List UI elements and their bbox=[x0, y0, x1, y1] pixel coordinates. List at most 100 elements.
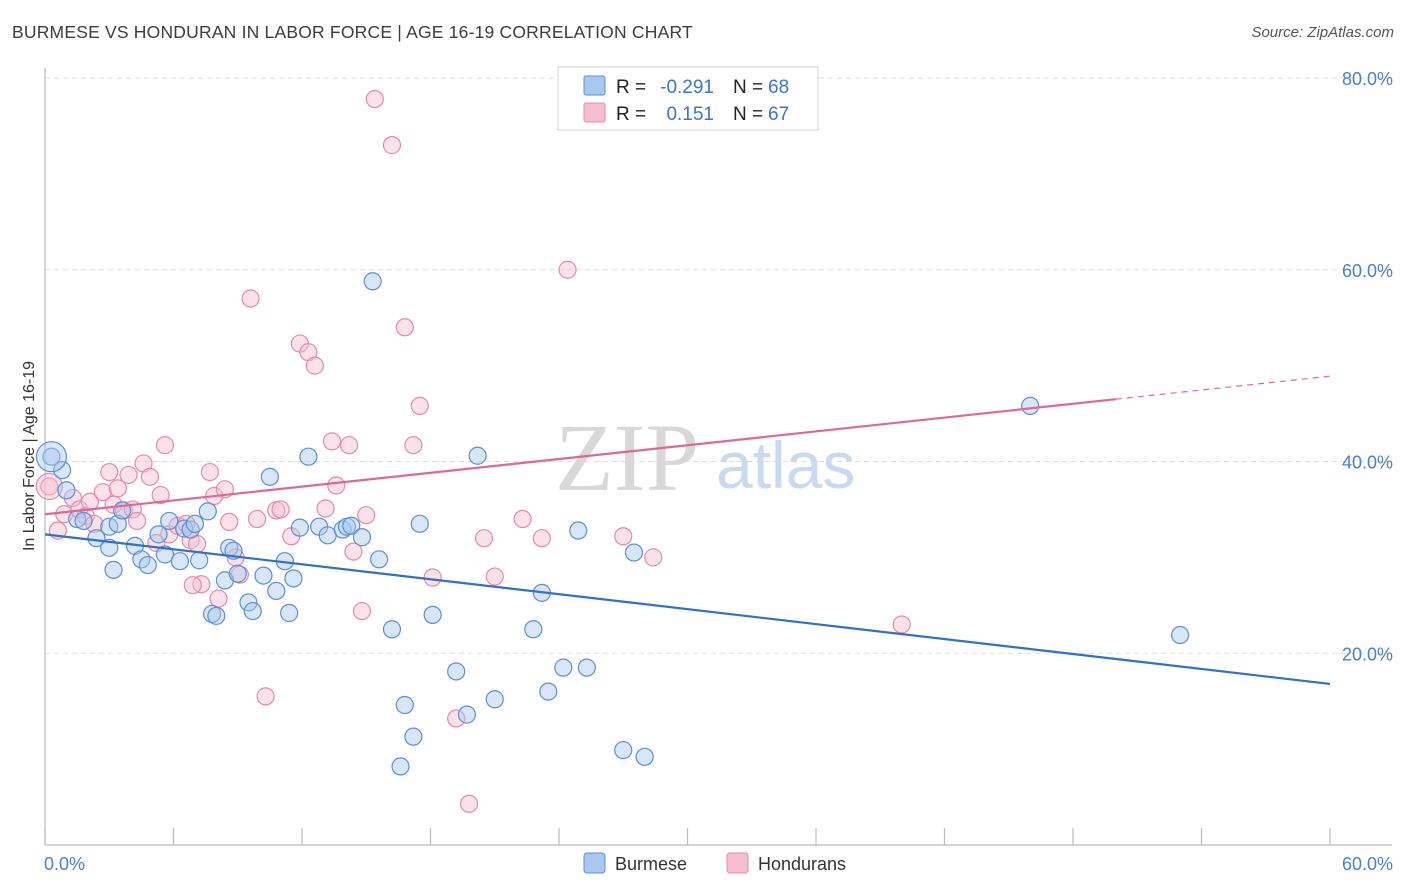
bottom-legend-swatch-hondurans bbox=[726, 852, 749, 874]
legend-r-label-1: R = bbox=[616, 77, 646, 98]
honduran-point bbox=[247, 509, 267, 529]
source-label: Source: ZipAtlas.com bbox=[1251, 24, 1394, 41]
honduran-point bbox=[100, 462, 119, 482]
burmese-point bbox=[457, 705, 477, 724]
legend-r-label-2: R = bbox=[616, 104, 646, 125]
honduran-point bbox=[119, 465, 138, 485]
honduran-point bbox=[892, 615, 911, 634]
burmese-point bbox=[87, 529, 106, 548]
honduran-point bbox=[459, 794, 479, 813]
bottom-legend-burmese: Burmese bbox=[615, 854, 687, 874]
x-tick-label-min: 0.0% bbox=[44, 854, 85, 874]
y-tick-label: 20.0% bbox=[1342, 644, 1393, 664]
burmese-point bbox=[74, 511, 93, 531]
legend-n-label-2: N = bbox=[733, 104, 763, 125]
burmese-point bbox=[155, 545, 175, 564]
burmese-point bbox=[175, 519, 194, 538]
burmese-point bbox=[539, 682, 558, 701]
legend-n-label-1: N = bbox=[733, 77, 763, 98]
burmese-point bbox=[299, 447, 318, 466]
burmese-point bbox=[190, 551, 209, 570]
honduran-point bbox=[404, 436, 423, 455]
honduran-point bbox=[127, 511, 147, 531]
honduran-point bbox=[271, 500, 290, 519]
burmese-point bbox=[260, 467, 279, 486]
honduran-point bbox=[241, 289, 260, 308]
hondurans-trend-line bbox=[44, 398, 1116, 516]
honduran-point bbox=[485, 567, 504, 586]
legend-r-value-2: 0.151 bbox=[666, 104, 714, 125]
gridlines bbox=[45, 77, 1392, 654]
burmese-point bbox=[395, 695, 414, 715]
burmese-point bbox=[160, 511, 179, 531]
trend-lines bbox=[44, 375, 1331, 686]
honduran-point bbox=[40, 477, 59, 496]
burmese-point bbox=[423, 605, 442, 625]
honduran-point bbox=[357, 506, 376, 525]
honduran-point bbox=[382, 136, 402, 155]
legend-n-value-2: 67 bbox=[768, 104, 789, 125]
burmese-point bbox=[1021, 396, 1040, 415]
burmese-point bbox=[284, 569, 303, 588]
legend-swatch-hondurans bbox=[583, 102, 606, 123]
burmese-point bbox=[370, 550, 389, 569]
burmese-point bbox=[35, 441, 68, 473]
burmese-point bbox=[410, 514, 429, 533]
chart-title: BURMESE VS HONDURAN IN LABOR FORCE | AGE… bbox=[12, 22, 693, 42]
burmese-point bbox=[577, 658, 596, 677]
burmese-point bbox=[1170, 625, 1190, 645]
honduran-point bbox=[423, 568, 442, 587]
burmese-point bbox=[100, 538, 119, 557]
burmese-point bbox=[290, 518, 309, 537]
burmese-trend-line bbox=[44, 533, 1331, 686]
burmese-point bbox=[447, 662, 466, 681]
burmese-point bbox=[524, 620, 543, 639]
honduran-point bbox=[200, 462, 220, 482]
burmese-point bbox=[239, 593, 258, 612]
burmese-point bbox=[108, 514, 127, 533]
burmese-point bbox=[254, 566, 273, 585]
honduran-point bbox=[327, 476, 346, 495]
honduran-point bbox=[322, 432, 342, 451]
legend-r-value-1: -0.291 bbox=[660, 77, 714, 98]
burmese-point bbox=[363, 272, 382, 291]
burmese-point bbox=[267, 581, 286, 601]
honduran-point bbox=[93, 483, 112, 502]
honduran-point bbox=[209, 589, 228, 608]
honduran-point bbox=[305, 356, 324, 375]
honduran-point bbox=[644, 548, 663, 567]
burmese-point bbox=[57, 481, 76, 500]
honduran-point bbox=[365, 89, 384, 109]
burmese-point bbox=[149, 525, 168, 544]
burmese-point bbox=[624, 543, 644, 562]
burmese-point bbox=[391, 757, 410, 776]
burmese-point bbox=[198, 502, 217, 521]
honduran-point bbox=[183, 576, 202, 595]
honduran-point bbox=[513, 509, 532, 529]
legend-swatch-burmese bbox=[583, 75, 606, 96]
honduran-point bbox=[395, 318, 414, 337]
x-tick-label-max: 60.0% bbox=[1342, 854, 1393, 874]
bottom-legend-swatch-burmese bbox=[583, 852, 606, 874]
correlation-legend: R = -0.291 N = 68 R = 0.151 N = 67 bbox=[557, 66, 819, 131]
honduran-point bbox=[474, 529, 494, 548]
honduran-point bbox=[151, 485, 170, 505]
y-axis-title: In Labor Force | Age 16-19 bbox=[21, 361, 38, 551]
honduran-point bbox=[447, 709, 466, 728]
honduran-point bbox=[340, 436, 359, 455]
bottom-legend-hondurans: Hondurans bbox=[758, 854, 846, 874]
honduran-point bbox=[532, 529, 551, 548]
honduran-point bbox=[256, 687, 275, 706]
burmese-point bbox=[170, 552, 190, 571]
burmese-point bbox=[53, 461, 72, 480]
burmese-point bbox=[554, 658, 573, 677]
legend-n-value-1: 68 bbox=[768, 77, 789, 98]
burmese-point bbox=[138, 555, 157, 575]
honduran-point bbox=[35, 472, 63, 501]
hondurans-trend-extension bbox=[1115, 375, 1331, 400]
honduran-point bbox=[155, 436, 175, 455]
x-axis-ticks bbox=[44, 828, 1331, 845]
y-tick-label: 40.0% bbox=[1342, 453, 1393, 473]
burmese-point bbox=[404, 727, 423, 746]
burmese-point bbox=[468, 446, 487, 465]
